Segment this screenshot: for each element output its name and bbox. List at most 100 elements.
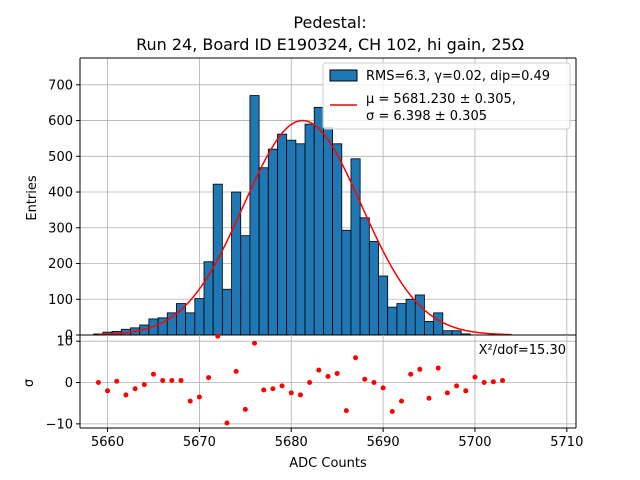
residual-point [95, 380, 101, 386]
residual-points [95, 333, 506, 426]
histogram-bar [221, 288, 232, 336]
residual-point [444, 390, 450, 396]
residual-y-axis-label: σ [22, 379, 37, 387]
residual-point [371, 380, 377, 386]
histogram-y-ticks: 0 100 200 300 400 500 600 700 [48, 78, 80, 344]
chart-title-line1: Pedestal: [293, 13, 366, 32]
histogram-bar [387, 306, 398, 336]
histogram-bar [405, 298, 416, 336]
histogram-bar [176, 303, 187, 336]
residual-point [132, 386, 138, 392]
residual-point [261, 387, 267, 393]
histogram-bar [203, 261, 214, 336]
legend-fit-label-line2: σ = 6.398 ± 0.305 [366, 109, 487, 124]
histogram-bar [442, 330, 453, 336]
histogram-y-tick-label: 400 [48, 186, 73, 201]
histogram-bar [323, 127, 333, 336]
histogram-bar [286, 139, 297, 336]
residual-point [178, 377, 184, 383]
residual-point [353, 355, 359, 361]
x-tick-label: 5710 [550, 435, 583, 450]
residual-x-ticks: 5660 5670 5680 5690 5700 5710 [91, 428, 583, 450]
histogram-bar [185, 312, 196, 336]
residual-point [233, 368, 239, 374]
histogram-y-tick-label: 200 [48, 257, 73, 272]
residual-point [123, 392, 129, 398]
histogram-bar [249, 95, 260, 336]
chi2-annotation: Χ²/dof=15.30 [479, 343, 566, 358]
residual-point [463, 388, 469, 394]
histogram-bar [295, 143, 306, 336]
histogram-y-tick-label: 0 [65, 329, 73, 344]
x-tick-label: 5670 [183, 435, 216, 450]
x-tick-label: 5690 [367, 435, 400, 450]
residual-point [288, 390, 294, 396]
residual-point [297, 392, 303, 398]
histogram-bar [240, 235, 251, 336]
histogram-bar [194, 298, 205, 336]
residual-panel: −10 0 10 5660 5670 5680 5690 5700 5710 Χ²/dof=1… [22, 333, 583, 471]
residual-y-tick-label: 10 [56, 335, 73, 350]
residual-point [408, 371, 414, 377]
histogram-bar [414, 294, 425, 336]
residual-point [270, 386, 276, 392]
residual-point [389, 408, 395, 414]
legend-hist-swatch [329, 69, 358, 82]
x-tick-label: 5700 [458, 435, 491, 450]
residual-point [362, 376, 368, 382]
histogram-bar [332, 143, 343, 336]
residual-point [252, 340, 258, 346]
histogram-bar [378, 275, 389, 336]
histogram-y-tick-label: 700 [48, 78, 73, 93]
legend-hist-label: RMS=6.3, γ=0.02, dip=0.49 [366, 69, 550, 84]
residual-point [141, 382, 147, 388]
histogram-bar [304, 123, 315, 336]
histogram-bar [341, 229, 352, 336]
histogram-bar [396, 303, 407, 336]
residual-y-tick-label: 0 [65, 376, 73, 391]
residual-y-ticks: −10 0 10 [46, 335, 80, 432]
histogram-bar [359, 217, 370, 336]
residual-point [160, 377, 166, 383]
residual-point [169, 377, 175, 383]
residual-point [398, 398, 404, 404]
residual-point [206, 375, 212, 381]
histogram-y-tick-label: 500 [48, 150, 73, 165]
histogram-y-axis-label: Entries [25, 175, 40, 221]
residual-point [454, 383, 460, 389]
residual-point [150, 371, 156, 377]
histogram-bar [451, 330, 462, 336]
chart-title-line2: Run 24, Board ID E190324, CH 102, hi gai… [136, 35, 524, 54]
residual-point [380, 385, 386, 391]
histogram-panel: 0 100 200 300 400 500 600 700 Entries RMS=6.3, … [25, 57, 577, 344]
residual-point [481, 380, 487, 386]
histogram-bar [267, 148, 278, 336]
histogram-axes [79, 57, 577, 336]
histogram-bar [277, 133, 288, 336]
residual-point [187, 398, 193, 404]
histogram-bar [313, 106, 324, 336]
residual-point [307, 380, 313, 386]
residual-point [316, 367, 322, 373]
residual-point [334, 370, 340, 376]
gaussian-fit-curve [98, 119, 512, 336]
residual-axes [79, 335, 577, 429]
residual-point [196, 394, 202, 400]
x-tick-label: 5660 [91, 435, 124, 450]
residual-point [343, 408, 349, 414]
residual-point [472, 374, 478, 380]
residual-point [224, 420, 230, 426]
histogram-y-tick-label: 100 [48, 293, 73, 308]
histogram-bar [433, 312, 444, 336]
residual-point [417, 366, 423, 372]
residual-point [242, 406, 248, 412]
x-tick-label: 5680 [275, 435, 308, 450]
histogram-bar [258, 167, 269, 336]
residual-point [490, 379, 496, 385]
residual-point [500, 377, 506, 383]
residual-point [215, 333, 221, 339]
residual-point [105, 388, 111, 394]
residual-y-tick-label: −10 [46, 417, 73, 432]
legend: RMS=6.3, γ=0.02, dip=0.49 μ = 5681.230 ±… [322, 62, 571, 130]
